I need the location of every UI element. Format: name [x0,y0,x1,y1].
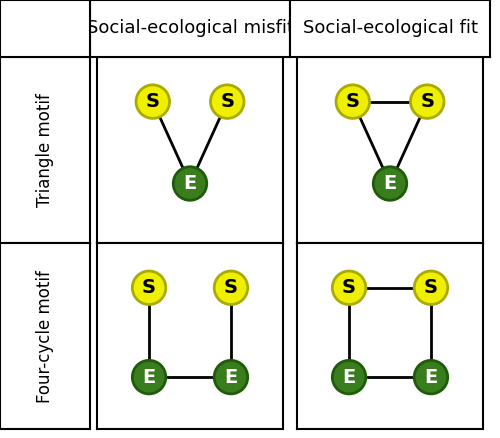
Circle shape [214,271,248,304]
Circle shape [210,85,244,118]
Text: E: E [384,174,396,193]
Circle shape [132,360,166,394]
Text: S: S [224,278,238,297]
Text: Social-ecological fit: Social-ecological fit [302,19,478,38]
Text: S: S [420,92,434,111]
Text: E: E [224,367,237,387]
Circle shape [410,85,444,118]
Circle shape [136,85,170,118]
Circle shape [132,271,166,304]
Text: S: S [146,92,160,111]
Text: S: S [220,92,234,111]
Circle shape [332,271,366,304]
Circle shape [336,85,370,118]
Text: Four-cycle motif: Four-cycle motif [36,270,54,403]
Circle shape [173,167,207,200]
Text: S: S [342,278,356,297]
Text: Social-ecological misfit: Social-ecological misfit [86,19,294,38]
Circle shape [414,360,448,394]
Text: E: E [184,174,196,193]
Circle shape [332,360,366,394]
Text: S: S [346,92,360,111]
Text: E: E [142,367,156,387]
Text: E: E [342,367,355,387]
Text: Triangle motif: Triangle motif [36,93,54,207]
Circle shape [373,167,407,200]
Text: E: E [424,367,438,387]
Circle shape [414,271,448,304]
Text: S: S [142,278,156,297]
Text: S: S [424,278,438,297]
Circle shape [214,360,248,394]
